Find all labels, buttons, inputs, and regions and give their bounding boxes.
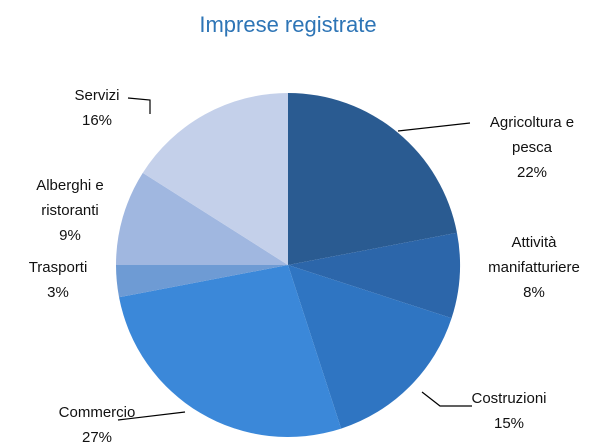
value-label: 15% [493,415,525,432]
chart-title: Imprese registrate [199,12,377,37]
pie-slice [288,232,461,319]
pie-slice [288,93,457,265]
value-label: 27% [81,429,113,445]
pie-slice [142,93,288,265]
slice-label: Alberghi e ristoranti 9% [25,173,115,248]
value-label: 22% [516,164,548,181]
category-label: Commercio [58,404,136,421]
leader-line [397,122,471,132]
value-label: 3% [47,284,69,301]
category-label: Attività manifatturiere [488,234,580,276]
leader-line [421,391,472,407]
value-label: 9% [59,227,81,244]
category-label: Trasporti [28,259,88,276]
pie-slice [119,265,342,437]
slice-label: Attività manifatturiere 8% [474,230,594,305]
slice-label: Servizi 16% [52,83,142,133]
slice-label: Trasporti 3% [13,255,103,305]
slice-label: Commercio 27% [47,400,147,445]
value-label: 16% [81,112,113,129]
slice-label: Costruzioni 15% [454,386,564,436]
slice-label: Agricoltura e pesca 22% [477,110,587,185]
leader-line [127,97,151,114]
category-label: Agricoltura e pesca [489,114,575,156]
pie-slice [116,265,288,298]
pie-slice [288,265,452,429]
value-label: 8% [523,284,545,301]
category-label: Costruzioni [471,390,547,407]
category-label: Alberghi e ristoranti [36,177,104,219]
pie-slice [116,172,288,265]
leader-line [117,411,186,421]
category-label: Servizi [74,87,120,104]
